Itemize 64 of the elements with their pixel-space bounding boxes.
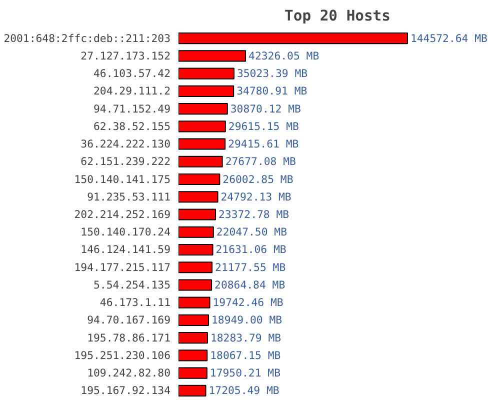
bar xyxy=(178,138,226,150)
y-tick-label: 195.251.230.106 xyxy=(74,348,170,362)
bar xyxy=(178,191,218,203)
y-tick-label: 46.173.1.11 xyxy=(100,296,171,310)
y-tick-label: 150.140.170.24 xyxy=(80,226,171,239)
y-tick-label: 2001:648:2ffc:deb::211:203 xyxy=(4,32,171,45)
bar xyxy=(178,32,408,44)
y-tick-label: 202.214.252.169 xyxy=(74,208,170,221)
data-label: 24792.13 MB xyxy=(220,190,292,204)
data-label: 42326.05 MB xyxy=(248,49,320,62)
data-label: 29615.15 MB xyxy=(228,120,299,133)
y-tick-label: 91.235.53.111 xyxy=(87,190,171,204)
y-tick-label: 109.242.82.80 xyxy=(87,366,171,380)
y-tick-label: 204.29.111.2 xyxy=(94,84,171,98)
data-label: 21631.06 MB xyxy=(216,243,286,256)
data-label: 29415.61 MB xyxy=(228,138,299,151)
bar xyxy=(178,244,214,256)
bar xyxy=(178,120,226,132)
data-label: 35023.39 MB xyxy=(236,67,308,80)
data-label: 34780.91 MB xyxy=(236,84,308,98)
data-label: 22047.50 MB xyxy=(216,226,287,239)
bar xyxy=(178,367,208,379)
bar xyxy=(178,314,210,326)
y-tick-label: 194.177.215.117 xyxy=(74,260,170,274)
data-label: 18949.00 MB xyxy=(212,314,282,327)
y-tick-label: 146.124.141.59 xyxy=(80,243,171,256)
data-label: 26002.85 MB xyxy=(222,172,294,186)
bar xyxy=(178,68,234,80)
y-tick-label: 195.167.92.134 xyxy=(80,384,171,398)
y-tick-label: 195.78.86.171 xyxy=(87,331,171,344)
data-label: 17950.21 MB xyxy=(210,366,281,380)
bar xyxy=(178,226,214,238)
data-label: 27677.08 MB xyxy=(225,155,296,168)
bar xyxy=(178,50,246,62)
data-label: 21177.55 MB xyxy=(215,260,286,274)
bar xyxy=(178,103,228,115)
bar xyxy=(178,173,220,186)
y-tick-label: 36.224.222.130 xyxy=(80,138,171,151)
y-tick-label: 62.151.239.222 xyxy=(80,155,171,168)
y-tick-label: 62.38.52.155 xyxy=(94,120,171,133)
bar xyxy=(178,384,206,396)
bar xyxy=(178,279,212,291)
data-label: 144572.64 MB xyxy=(410,32,488,45)
bar xyxy=(178,85,234,97)
y-tick-label: 27.127.173.152 xyxy=(80,49,171,62)
bar xyxy=(178,350,208,362)
data-label: 30870.12 MB xyxy=(230,102,301,116)
bar xyxy=(178,156,223,168)
bar xyxy=(178,262,213,274)
y-tick-label: 150.140.141.175 xyxy=(74,172,170,186)
y-tick-label: 94.71.152.49 xyxy=(94,102,171,116)
data-label: 18067.15 MB xyxy=(210,348,281,362)
y-tick-label: 5.54.254.135 xyxy=(94,278,171,292)
data-label: 18283.79 MB xyxy=(210,331,282,344)
bar xyxy=(178,296,210,308)
data-label: 23372.78 MB xyxy=(218,208,290,221)
bar xyxy=(178,332,208,344)
y-tick-label: 46.103.57.42 xyxy=(94,67,171,80)
data-label: 17205.49 MB xyxy=(208,384,280,398)
data-label: 19742.46 MB xyxy=(212,296,284,310)
bar xyxy=(178,208,216,220)
chart-title: Top 20 Hosts xyxy=(284,8,390,24)
data-label: 20864.84 MB xyxy=(214,278,286,292)
y-tick-label: 94.70.167.169 xyxy=(87,314,171,327)
